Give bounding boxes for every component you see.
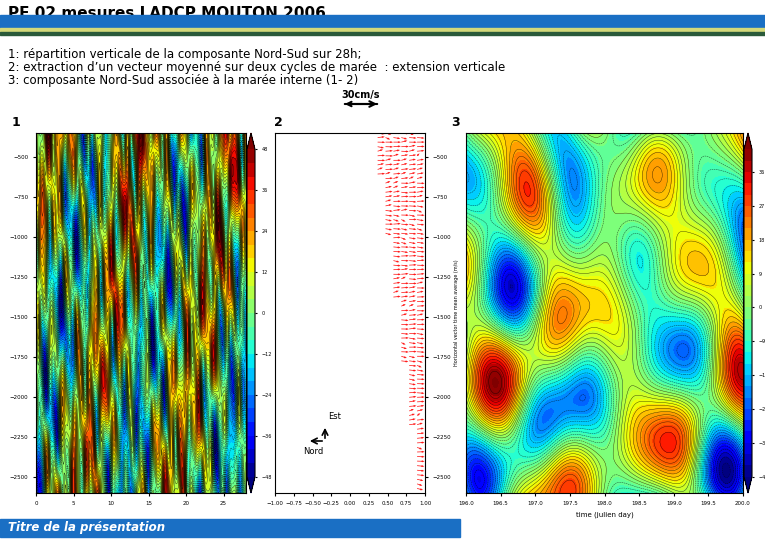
X-axis label: time (julien day): time (julien day) (575, 511, 633, 518)
Bar (448, 115, 464, 131)
Text: PF 02 mesures LADCP MOUTON 2006: PF 02 mesures LADCP MOUTON 2006 (8, 5, 326, 21)
Bar (0, 32, 765, 35)
Text: 1: répartition verticale de la composante Nord-Sud sur 28h;: 1: répartition verticale de la composant… (8, 48, 362, 61)
Bar (0, 519, 460, 537)
Y-axis label: Horizontal vector time mean average (m/s): Horizontal vector time mean average (m/s… (454, 260, 459, 366)
Text: Nord: Nord (303, 447, 324, 456)
Text: 2: 2 (274, 117, 282, 130)
Text: 3: composante Nord-Sud associée à la marée interne (1- 2): 3: composante Nord-Sud associée à la mar… (8, 74, 358, 87)
Text: 3: 3 (451, 117, 461, 130)
Bar (8, 115, 24, 131)
Text: Titre de la présentation: Titre de la présentation (8, 522, 165, 535)
Text: Est: Est (328, 412, 341, 421)
Bar (0, 28, 765, 32)
Bar (0, 15, 765, 28)
PathPatch shape (744, 477, 752, 493)
PathPatch shape (247, 477, 255, 493)
Bar (270, 115, 286, 131)
Text: 1: 1 (11, 117, 21, 130)
Text: 30cm/s: 30cm/s (342, 90, 380, 100)
PathPatch shape (247, 133, 255, 150)
PathPatch shape (744, 133, 752, 150)
Text: 2: extraction d’un vecteur moyenné sur deux cycles de marée  : extension vertica: 2: extraction d’un vecteur moyenné sur d… (8, 61, 505, 74)
